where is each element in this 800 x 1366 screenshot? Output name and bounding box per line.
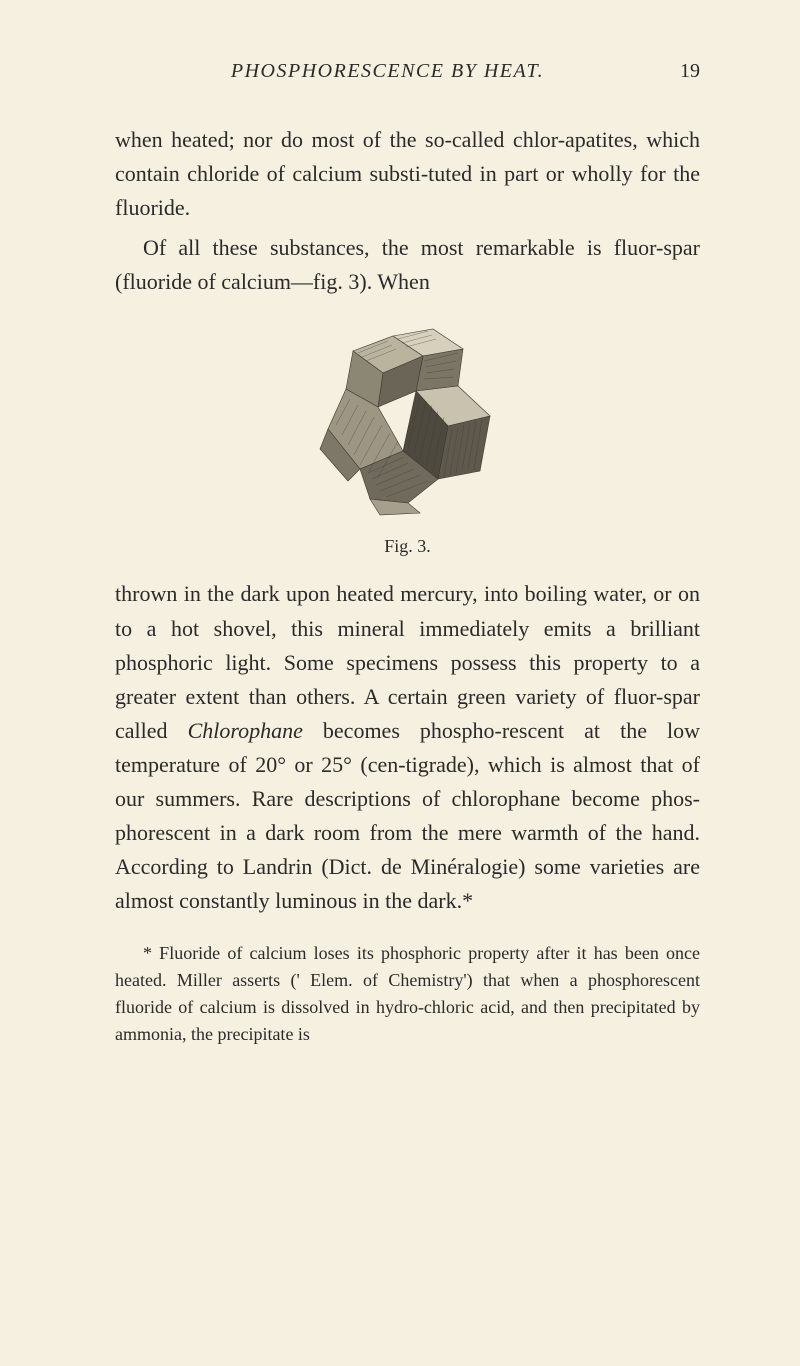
paragraph-2-text: Of all these substances, the most remark… [115, 235, 700, 294]
page-header: PHOSPHORESCENCE BY HEAT. 19 [115, 60, 700, 83]
mineral-crystal-illustration [298, 321, 518, 521]
body-text: when heated; nor do most of the so-calle… [115, 123, 700, 299]
book-page: PHOSPHORESCENCE BY HEAT. 19 when heated;… [0, 0, 800, 1366]
page-number: 19 [680, 60, 700, 83]
figure-3: Fig. 3. [115, 321, 700, 557]
figure-caption: Fig. 3. [115, 536, 700, 557]
paragraph-3-italic: Chlorophane [188, 718, 303, 743]
body-text-continued: thrown in the dark upon heated mercury, … [115, 577, 700, 918]
running-title: PHOSPHORESCENCE BY HEAT. [115, 60, 660, 83]
paragraph-3: thrown in the dark upon heated mercury, … [115, 577, 700, 918]
paragraph-2: Of all these substances, the most remark… [115, 231, 700, 299]
paragraph-3-post: becomes phospho-rescent at the low tempe… [115, 718, 700, 913]
footnote-text: * Fluoride of calcium loses its phosphor… [115, 940, 700, 1048]
footnote: * Fluoride of calcium loses its phosphor… [115, 940, 700, 1048]
paragraph-1: when heated; nor do most of the so-calle… [115, 123, 700, 225]
